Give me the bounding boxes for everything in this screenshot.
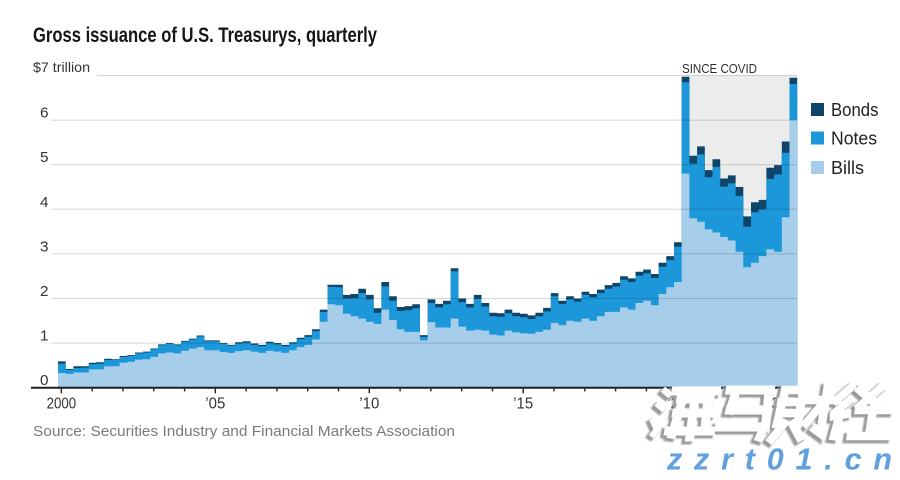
svg-text:6: 6 [40,105,49,122]
svg-text:2000: 2000 [47,396,77,413]
svg-text:$7 trillion: $7 trillion [33,59,90,75]
svg-text:Bills: Bills [831,157,864,178]
svg-text:5: 5 [40,149,49,166]
svg-text:Bonds: Bonds [831,99,879,120]
svg-text:’10: ’10 [359,396,379,413]
svg-text:2: 2 [40,283,49,300]
svg-text:1: 1 [40,328,49,345]
svg-text:Gross issuance of U.S. Treasur: Gross issuance of U.S. Treasurys, quarte… [33,24,377,47]
svg-text:Source: Securities Industry an: Source: Securities Industry and Financia… [33,423,455,440]
svg-text:0: 0 [40,372,49,389]
svg-text:4: 4 [40,194,49,211]
svg-text:’05: ’05 [205,396,225,413]
svg-text:SINCE COVID: SINCE COVID [682,61,757,76]
svg-text:3: 3 [40,238,49,255]
svg-text:Notes: Notes [831,127,877,148]
svg-text:zzrt01.cn: zzrt01.cn [666,443,892,476]
svg-text:’15: ’15 [513,396,533,413]
